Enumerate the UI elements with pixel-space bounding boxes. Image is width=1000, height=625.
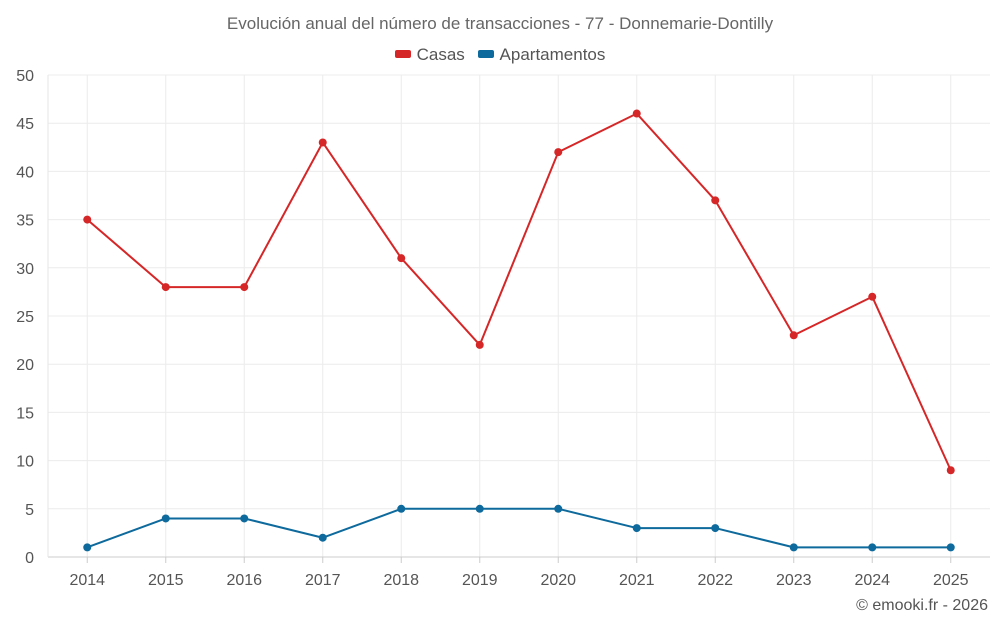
y-tick-label: 25 bbox=[16, 309, 34, 326]
data-point-casas-2014[interactable] bbox=[83, 215, 92, 224]
y-tick-label: 20 bbox=[16, 357, 34, 374]
x-tick-label: 2016 bbox=[226, 572, 262, 589]
data-point-casas-2020[interactable] bbox=[554, 148, 563, 157]
data-point-apartamentos-2021[interactable] bbox=[632, 524, 641, 533]
x-tick-label: 2017 bbox=[305, 572, 341, 589]
data-point-apartamentos-2025[interactable] bbox=[946, 543, 955, 552]
data-point-apartamentos-2020[interactable] bbox=[554, 504, 563, 513]
x-tick-label: 2015 bbox=[148, 572, 184, 589]
data-point-casas-2025[interactable] bbox=[946, 466, 955, 475]
x-tick-label: 2024 bbox=[854, 572, 890, 589]
y-tick-label: 35 bbox=[16, 213, 34, 230]
series-line-casas bbox=[86, 112, 952, 471]
x-tick-label: 2023 bbox=[776, 572, 812, 589]
data-point-casas-2017[interactable] bbox=[318, 138, 327, 147]
data-point-casas-2016[interactable] bbox=[240, 283, 249, 292]
credit-text: © emooki.fr - 2026 bbox=[856, 597, 988, 614]
x-tick-label: 2020 bbox=[540, 572, 576, 589]
y-tick-label: 5 bbox=[25, 502, 34, 519]
data-point-apartamentos-2015[interactable] bbox=[161, 514, 170, 523]
data-point-apartamentos-2024[interactable] bbox=[868, 543, 877, 552]
x-tick-label: 2019 bbox=[462, 572, 498, 589]
series-layer bbox=[83, 109, 955, 552]
y-tick-label: 10 bbox=[16, 454, 34, 471]
y-tick-label: 0 bbox=[25, 550, 34, 567]
y-tick-label: 45 bbox=[16, 116, 34, 133]
chart-legend: Casas Apartamentos bbox=[0, 45, 1000, 65]
x-tick-label: 2025 bbox=[933, 572, 969, 589]
legend-item-apartamentos[interactable]: Apartamentos bbox=[477, 45, 606, 65]
legend-item-casas[interactable]: Casas bbox=[394, 45, 465, 65]
legend-swatch-apartamentos bbox=[477, 49, 494, 58]
data-point-casas-2021[interactable] bbox=[632, 109, 641, 118]
x-tick-label: 2014 bbox=[69, 572, 105, 589]
series-line-apartamentos bbox=[86, 507, 951, 549]
data-point-casas-2024[interactable] bbox=[868, 292, 877, 301]
legend-label-apartamentos: Apartamentos bbox=[499, 45, 606, 64]
y-tick-label: 40 bbox=[16, 164, 34, 181]
data-point-apartamentos-2017[interactable] bbox=[318, 533, 327, 542]
y-tick-label: 30 bbox=[16, 261, 34, 278]
data-point-apartamentos-2016[interactable] bbox=[240, 514, 249, 523]
y-tick-label: 50 bbox=[16, 68, 34, 85]
data-point-casas-2023[interactable] bbox=[789, 331, 798, 340]
chart-title: Evolución anual del número de transaccio… bbox=[226, 14, 774, 33]
y-tick-label: 15 bbox=[16, 405, 34, 422]
x-tick-label: 2022 bbox=[697, 572, 733, 589]
data-point-casas-2022[interactable] bbox=[711, 196, 720, 205]
data-point-apartamentos-2014[interactable] bbox=[83, 543, 92, 552]
x-tick-label: 2021 bbox=[619, 572, 655, 589]
x-tick-label: 2018 bbox=[383, 572, 419, 589]
data-point-apartamentos-2022[interactable] bbox=[711, 524, 720, 533]
data-point-casas-2015[interactable] bbox=[161, 283, 170, 292]
legend-label-casas: Casas bbox=[416, 45, 465, 64]
legend-swatch-casas bbox=[394, 49, 411, 58]
data-point-casas-2019[interactable] bbox=[475, 340, 484, 349]
data-point-apartamentos-2018[interactable] bbox=[397, 504, 406, 513]
data-point-apartamentos-2023[interactable] bbox=[789, 543, 798, 552]
data-point-apartamentos-2019[interactable] bbox=[475, 504, 484, 513]
grid-layer bbox=[48, 74, 990, 558]
data-point-casas-2018[interactable] bbox=[397, 254, 406, 263]
